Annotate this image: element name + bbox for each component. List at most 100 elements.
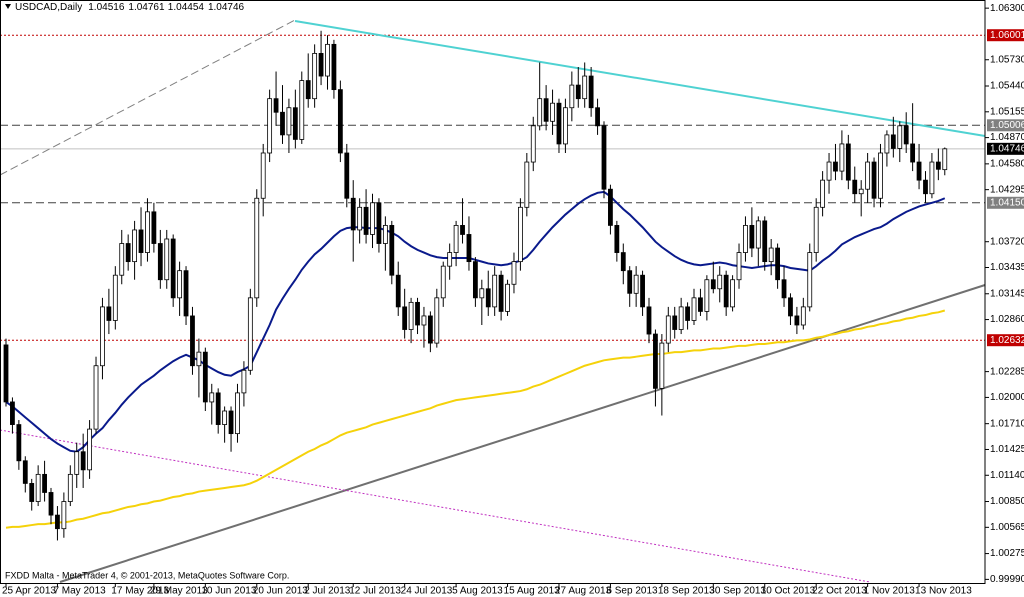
candle-body xyxy=(858,188,864,195)
candle-body xyxy=(299,80,305,140)
candle-body xyxy=(112,274,118,321)
y-tick-label: 1.01140 xyxy=(990,470,1024,481)
x-tick-label: 17 May 2013 xyxy=(111,586,169,597)
candle-body xyxy=(363,206,369,235)
candle-body xyxy=(923,179,928,195)
candle-body xyxy=(633,274,639,294)
candle-body xyxy=(16,424,22,462)
candle-body xyxy=(42,473,47,493)
candle-body xyxy=(35,473,41,502)
candle-body xyxy=(408,301,414,330)
candle-body xyxy=(460,225,465,235)
candle-body xyxy=(550,102,555,122)
candle-body xyxy=(575,84,581,100)
candle-body xyxy=(3,344,9,403)
level-box xyxy=(987,119,1024,132)
candle-body xyxy=(492,274,498,308)
candle-body xyxy=(569,84,575,109)
x-tick-label: 24 Jul 2013 xyxy=(401,586,453,597)
candle-body xyxy=(723,274,729,308)
candle-body xyxy=(845,143,851,181)
candle-body xyxy=(685,306,690,321)
candle-body xyxy=(704,279,710,312)
candle-body xyxy=(106,306,112,321)
y-tick-label: 1.04870 xyxy=(990,132,1024,143)
candle-body xyxy=(22,460,28,484)
candle-body xyxy=(382,225,388,244)
x-tick-label: 25 Apr 2013 xyxy=(2,586,56,597)
candle-body xyxy=(743,225,748,253)
y-tick-label: 1.01425 xyxy=(990,444,1024,455)
candle-body xyxy=(254,197,260,299)
candle-body xyxy=(588,75,594,109)
x-tick-label: 22 Oct 2013 xyxy=(812,586,867,597)
last-close: 1.04746 xyxy=(208,2,245,13)
x-tick-label: 10 Jun 2013 xyxy=(201,586,256,597)
candle-body xyxy=(440,265,446,299)
y-tick-label: 1.00850 xyxy=(990,496,1024,507)
x-tick-label: 6 Sep 2013 xyxy=(606,586,658,597)
candles xyxy=(3,30,948,541)
candle-body xyxy=(916,161,922,181)
candle-body xyxy=(357,206,363,231)
candle-body xyxy=(608,188,613,226)
candle-body xyxy=(370,202,375,235)
candle-body xyxy=(157,243,163,281)
trend-line xyxy=(0,19,296,176)
level-box xyxy=(987,196,1024,209)
symbol: USDCAD,Daily xyxy=(15,2,82,13)
y-tick-label: 1.02000 xyxy=(990,392,1024,403)
level-box xyxy=(987,334,1024,347)
candle-body xyxy=(890,134,896,149)
candle-body xyxy=(524,161,530,208)
candle-body xyxy=(620,252,626,272)
level-label: 1.02632 xyxy=(990,335,1024,346)
candle-body xyxy=(839,143,845,172)
y-tick-label: 1.05440 xyxy=(990,81,1024,92)
chart-title: USDCAD,Daily 1.04516 1.04761 1.04454 1.04746 xyxy=(15,2,245,13)
candle-body xyxy=(10,401,15,425)
y-tick-label: 1.03720 xyxy=(990,236,1024,247)
candle-body xyxy=(421,315,427,326)
candle-body xyxy=(505,283,510,312)
candle-body xyxy=(942,148,948,171)
candle-body xyxy=(627,270,633,294)
candle-body xyxy=(402,306,408,330)
candle-body xyxy=(807,252,813,308)
candle-body xyxy=(170,238,176,299)
candle-body xyxy=(222,410,228,425)
candle-body xyxy=(350,197,356,231)
candle-body xyxy=(196,351,202,367)
x-tick-label: 20 Jun 2013 xyxy=(253,586,308,597)
candle-body xyxy=(749,225,755,249)
candle-body xyxy=(260,152,266,199)
candle-body xyxy=(710,279,716,290)
candle-body xyxy=(325,43,330,77)
x-tick-label: 5 Aug 2013 xyxy=(452,586,503,597)
y-tick-label: 1.00565 xyxy=(990,522,1024,533)
candle-body xyxy=(55,514,60,530)
x-tick-label: 15 Aug 2013 xyxy=(504,586,561,597)
candle-body xyxy=(691,297,697,321)
candle-body xyxy=(472,261,478,299)
candle-body xyxy=(177,270,183,299)
candle-body xyxy=(318,53,324,77)
candle-body xyxy=(125,243,131,263)
x-tick-label: 30 Sep 2013 xyxy=(709,586,766,597)
candle-body xyxy=(768,247,774,263)
candle-body xyxy=(511,261,517,285)
y-tick-label: 1.06300 xyxy=(990,3,1024,14)
candle-body xyxy=(537,98,543,127)
candle-body xyxy=(190,315,195,367)
candle-body xyxy=(80,451,86,471)
candle-body xyxy=(884,134,890,154)
candle-body xyxy=(736,252,742,281)
level-label: 1.04150 xyxy=(990,197,1024,208)
candle-body xyxy=(209,392,215,403)
candle-body xyxy=(74,451,80,475)
candle-body xyxy=(87,428,92,471)
candle-body xyxy=(788,297,793,317)
candle-body xyxy=(935,161,941,170)
candle-body xyxy=(530,125,536,163)
